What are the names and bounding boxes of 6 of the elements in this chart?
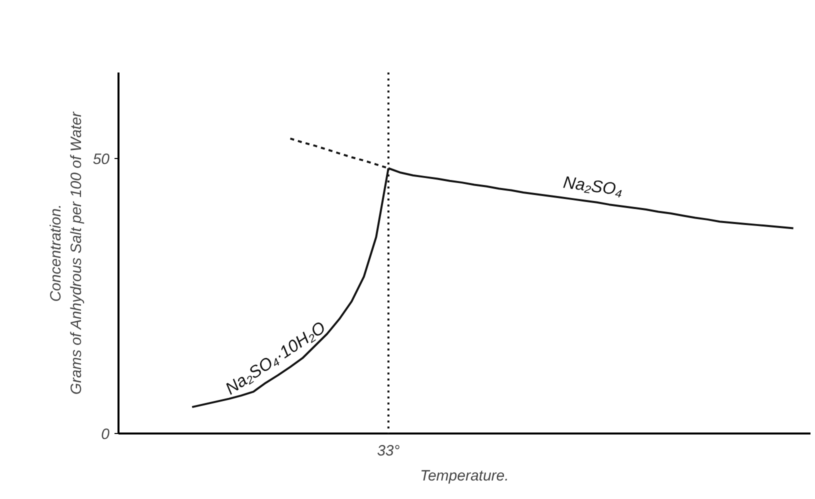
- y-tick-label: 50: [92, 150, 110, 168]
- y-axis-title: Concentration. Grams of Anhydrous Salt per 100 of Water: [47, 110, 85, 395]
- x-tick-label: 33°: [377, 442, 400, 460]
- text: Na₂SO₄: [562, 172, 624, 200]
- x-axis-title: Temperature.: [420, 468, 509, 484]
- y-tick-label: 0: [101, 426, 110, 443]
